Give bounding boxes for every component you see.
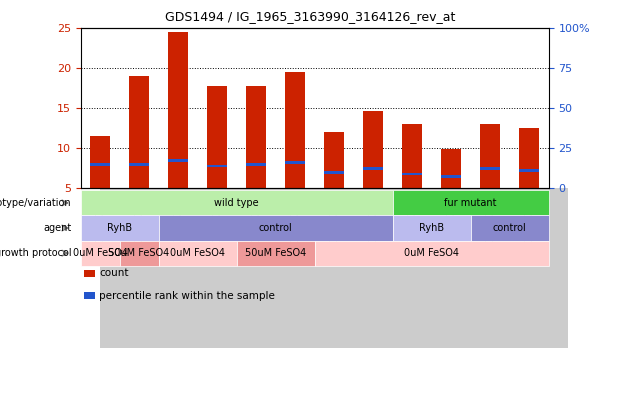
Text: wild type: wild type [215, 198, 259, 208]
Bar [246, 86, 266, 188]
Text: 0uM FeSO4: 0uM FeSO4 [404, 248, 459, 258]
Bar [285, 72, 305, 188]
Bar [91, 136, 110, 188]
Bar [207, 164, 227, 167]
Bar [169, 32, 188, 188]
Text: 0uM FeSO4: 0uM FeSO4 [170, 248, 225, 258]
Text: agent: agent [43, 223, 71, 233]
Text: growth protocol: growth protocol [0, 248, 71, 258]
Text: percentile rank within the sample: percentile rank within the sample [99, 291, 275, 301]
Text: control: control [493, 223, 526, 233]
Bar [402, 124, 422, 188]
Bar [441, 149, 461, 188]
Bar [130, 163, 149, 166]
Bar [441, 175, 461, 178]
Text: 50uM FeSO4: 50uM FeSO4 [108, 248, 170, 258]
Text: 0uM FeSO4: 0uM FeSO4 [73, 248, 128, 258]
Bar [169, 159, 188, 162]
Bar [207, 86, 227, 188]
Bar [324, 171, 344, 174]
Text: count: count [99, 269, 129, 278]
FancyBboxPatch shape [100, 188, 568, 348]
Bar [324, 132, 344, 188]
Bar [480, 124, 500, 188]
Bar [91, 163, 110, 166]
Bar [363, 111, 383, 188]
Bar [246, 163, 266, 166]
Text: 50uM FeSO4: 50uM FeSO4 [245, 248, 306, 258]
Bar [480, 167, 500, 170]
Bar [363, 167, 383, 170]
Text: GDS1494 / IG_1965_3163990_3164126_rev_at: GDS1494 / IG_1965_3163990_3164126_rev_at [165, 10, 455, 23]
Bar [130, 76, 149, 188]
Bar [285, 161, 305, 164]
Bar [402, 173, 422, 175]
Text: RyhB: RyhB [419, 223, 445, 233]
Bar [520, 128, 539, 188]
Bar [520, 169, 539, 172]
Text: control: control [259, 223, 293, 233]
Text: RyhB: RyhB [107, 223, 132, 233]
Text: fur mutant: fur mutant [445, 198, 497, 208]
Text: genotype/variation: genotype/variation [0, 198, 71, 208]
